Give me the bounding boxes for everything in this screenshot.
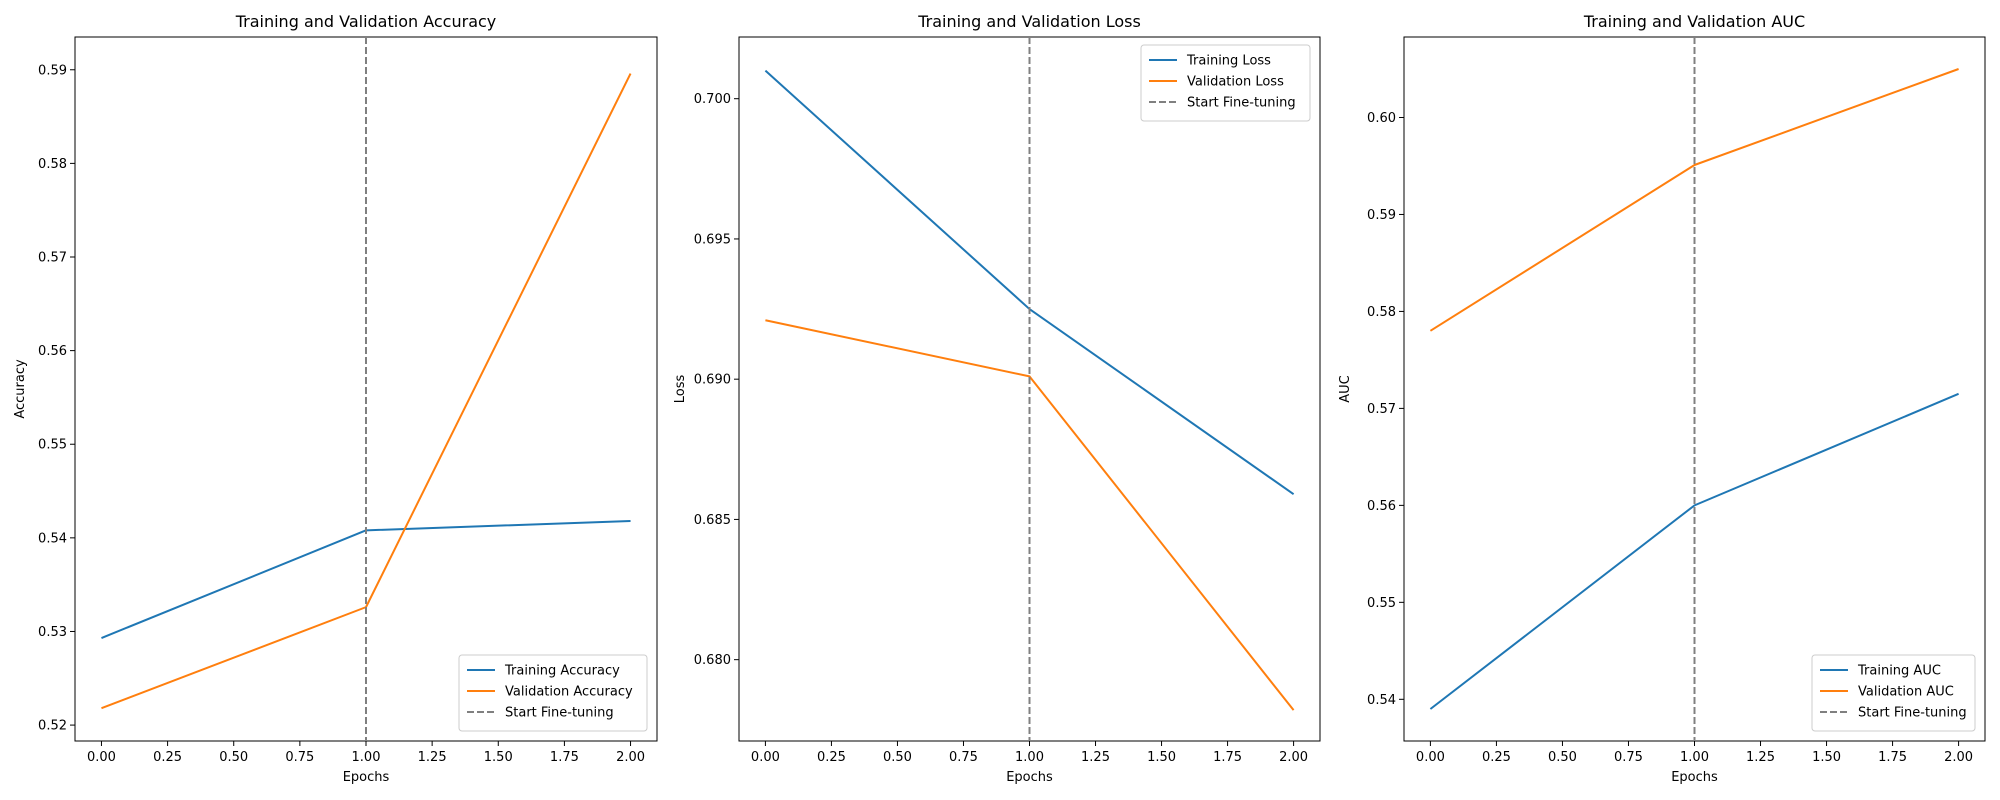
x-tick-label: 2.00	[1944, 750, 1973, 765]
y-axis-label: AUC	[1338, 375, 1353, 403]
y-tick-label: 0.690	[694, 373, 731, 388]
y-tick-label: 0.57	[1367, 402, 1396, 417]
x-tick-label: 0.25	[1482, 750, 1511, 765]
chart-panel-1: 0.00 0.25 0.50 0.75 1.00 1.25 1.50 1.75 2.00 0.52…	[13, 12, 658, 785]
x-tick-label: 0.50	[883, 750, 912, 765]
x-tick-label: 0.50	[219, 750, 248, 765]
x-tick-label: 0.25	[153, 750, 182, 765]
x-tick-label: 1.00	[1680, 750, 1709, 765]
x-tick-label: 1.75	[1878, 750, 1907, 765]
legend: Training Accuracy Validation Accuracy Star…	[458, 654, 648, 732]
x-tick-label: 1.50	[1812, 750, 1841, 765]
x-tick-label: 0.75	[285, 750, 314, 765]
x-tick-label: 1.00	[352, 750, 381, 765]
y-tick-label: 0.56	[38, 344, 67, 359]
y-tick-label: 0.695	[694, 232, 731, 247]
y-tick-label: 0.57	[38, 251, 67, 266]
x-tick-label: 0.00	[87, 750, 116, 765]
legend-box	[458, 654, 648, 732]
y-tick-label: 0.58	[1367, 305, 1396, 320]
legend-box	[1140, 44, 1311, 122]
y-tick-label: 0.54	[38, 531, 67, 546]
x-axis-label: Epochs	[1671, 770, 1718, 785]
x-tick-label: 1.25	[1746, 750, 1775, 765]
y-axis-label: Loss	[673, 375, 688, 404]
y-axis-label: Accuracy	[13, 359, 28, 419]
x-tick-label: 0.75	[949, 750, 978, 765]
legend-entry-label: Training AUC	[1857, 664, 1941, 679]
x-tick-label: 1.75	[550, 750, 579, 765]
y-tick-label: 0.55	[1367, 596, 1396, 611]
x-tick-label: 0.00	[751, 750, 780, 765]
y-tick-label: 0.58	[38, 157, 67, 172]
y-tick-label: 0.52	[38, 719, 67, 734]
x-tick-label: 1.50	[1147, 750, 1176, 765]
x-tick-label: 2.00	[616, 750, 645, 765]
y-tick-label: 0.60	[1367, 111, 1396, 126]
y-tick-label: 0.59	[38, 63, 67, 78]
y-tick-label: 0.53	[38, 625, 67, 640]
x-tick-label: 2.00	[1279, 750, 1308, 765]
x-tick-label: 1.75	[1213, 750, 1242, 765]
chart-panel-3: 0.00 0.25 0.50 0.75 1.00 1.25 1.50 1.75 2.00 0.54…	[1338, 12, 1986, 785]
series-line-validation	[1429, 68, 1959, 332]
legend-entry-label: Start Fine-tuning	[505, 706, 614, 721]
x-tick-label: 1.00	[1015, 750, 1044, 765]
chart-title: Training and Validation Loss	[917, 12, 1141, 31]
x-tick-label: 0.50	[1548, 750, 1577, 765]
chart-panel-2: 0.00 0.25 0.50 0.75 1.00 1.25 1.50 1.75 2.00 0.68…	[673, 12, 1321, 785]
y-tick-label: 0.59	[1367, 208, 1396, 223]
x-axis-label: Epochs	[343, 770, 390, 785]
legend-entry-label: Validation AUC	[1858, 685, 1954, 700]
x-tick-label: 1.25	[1081, 750, 1110, 765]
y-tick-label: 0.54	[1367, 693, 1396, 708]
y-tick-label: 0.700	[694, 92, 731, 107]
chart-title: Training and Validation AUC	[1583, 12, 1805, 31]
x-tick-label: 0.25	[817, 750, 846, 765]
y-tick-label: 0.56	[1367, 499, 1396, 514]
legend-entry-label: Validation Accuracy	[505, 685, 633, 700]
x-tick-label: 1.25	[418, 750, 447, 765]
y-tick-label: 0.680	[694, 653, 731, 668]
legend: Training Loss Validation Loss Start Fine-t…	[1140, 44, 1311, 122]
chart-title: Training and Validation Accuracy	[235, 12, 497, 31]
legend-entry-label: Training Loss	[1186, 54, 1271, 69]
legend-entry-label: Start Fine-tuning	[1858, 706, 1967, 721]
y-tick-label: 0.55	[38, 438, 67, 453]
x-tick-label: 0.75	[1614, 750, 1643, 765]
legend-entry-label: Start Fine-tuning	[1187, 96, 1296, 111]
y-tick-label: 0.685	[694, 513, 731, 528]
legend-entry-label: Validation Loss	[1187, 75, 1284, 90]
x-axis-label: Epochs	[1006, 770, 1053, 785]
x-tick-label: 0.00	[1416, 750, 1445, 765]
x-tick-label: 1.50	[484, 750, 513, 765]
legend-box	[1811, 654, 1976, 732]
series-line-training	[1429, 392, 1959, 710]
legend-entry-label: Training Accuracy	[504, 664, 620, 679]
legend: Training AUC Validation AUC Start Fine-tun…	[1811, 654, 1976, 732]
series-line-validation	[765, 319, 1295, 711]
